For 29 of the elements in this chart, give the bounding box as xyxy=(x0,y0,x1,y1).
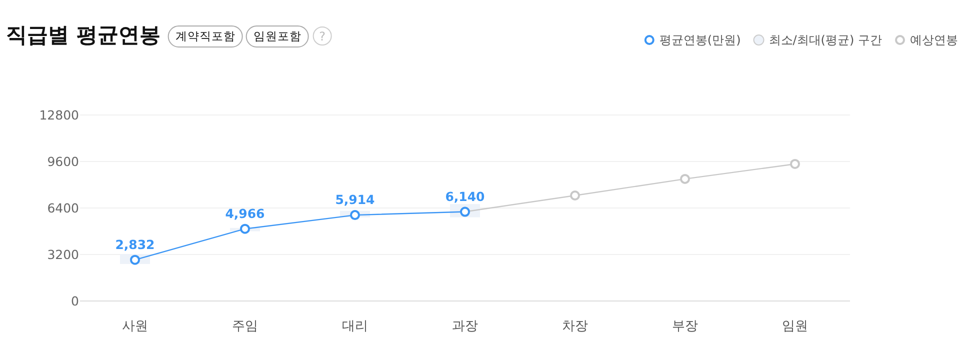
point xyxy=(790,158,800,169)
data-label: 5,914 xyxy=(335,192,376,208)
data-label: 4,966 xyxy=(225,206,266,221)
y-tick-label: 0 xyxy=(71,294,80,308)
legend-label: 평균연봉(만원) xyxy=(659,33,741,47)
data-label: 2,832 xyxy=(115,236,155,252)
x-tick-label: 사원 xyxy=(122,319,148,334)
x-tick-label: 임원 xyxy=(782,319,808,334)
x-tick-label: 부장 xyxy=(672,319,698,334)
point xyxy=(130,254,140,265)
x-tick-label: 과장 xyxy=(452,319,478,334)
point xyxy=(350,210,360,220)
point xyxy=(240,224,250,234)
data-label: 6,140 xyxy=(445,188,486,204)
point xyxy=(570,190,580,201)
x-tick-label: 차장 xyxy=(562,319,588,334)
y-tick-label: 9600 xyxy=(47,154,80,169)
text: 계약직포함 xyxy=(175,29,236,43)
point xyxy=(680,174,690,184)
legend-label: 예상연봉 xyxy=(910,33,958,47)
y-tick-label: 3200 xyxy=(47,247,80,262)
y-tick-label: 6400 xyxy=(47,200,80,216)
text: ? xyxy=(319,30,326,44)
chart-title: 직급별 평균연봉 xyxy=(6,23,160,47)
y-tick-label: 12800 xyxy=(39,108,80,122)
legend-label: 최소/최대(평균) 구간 xyxy=(768,33,882,47)
x-tick-label: 대리 xyxy=(342,319,368,334)
text: 임원포함 xyxy=(253,29,302,43)
x-tick-label: 주임 xyxy=(232,319,258,334)
